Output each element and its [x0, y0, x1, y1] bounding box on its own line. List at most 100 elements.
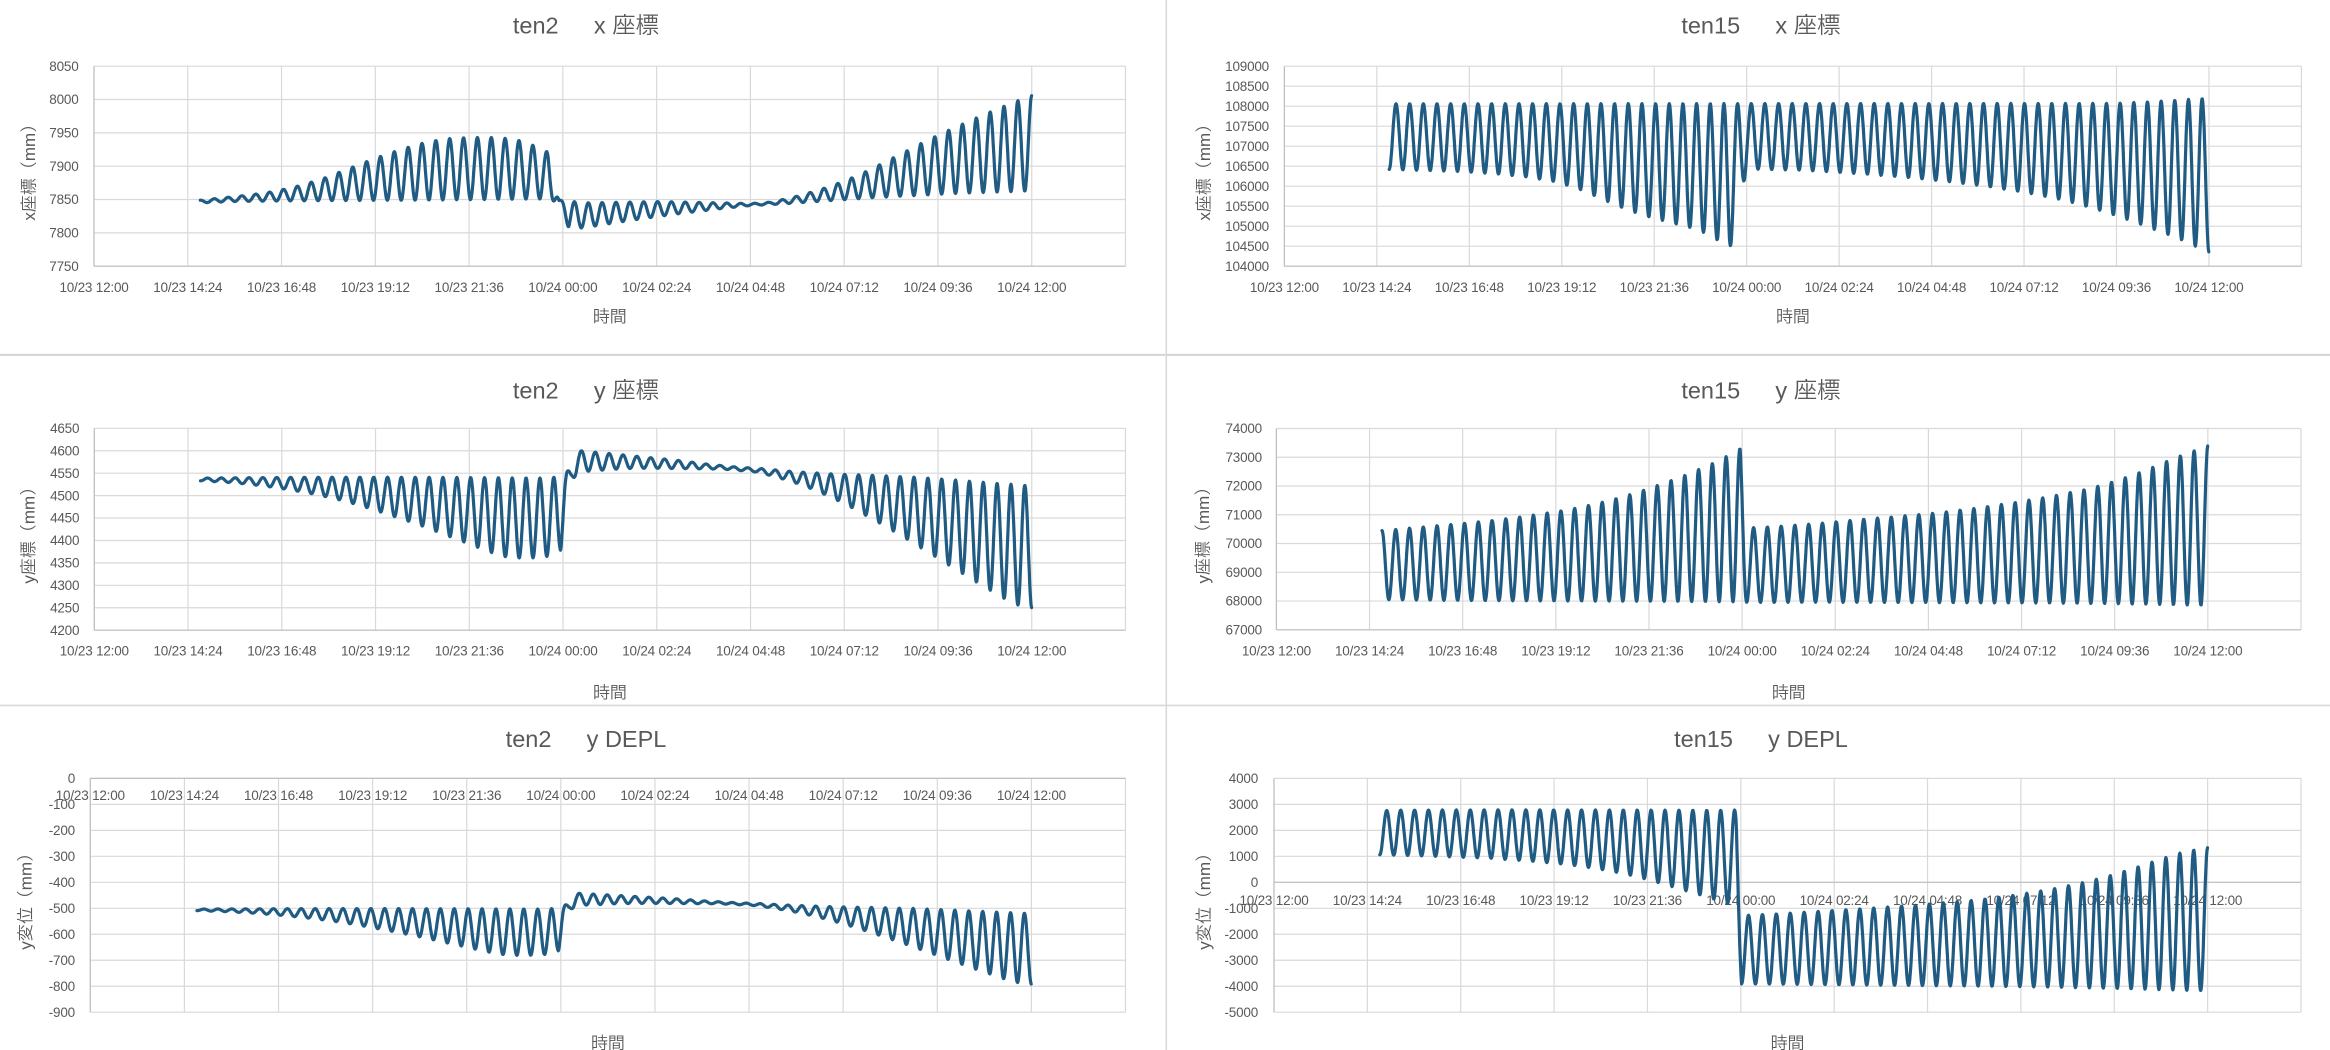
svg-text:10/23 14:24: 10/23 14:24 — [1335, 644, 1405, 659]
svg-text:10/23 12:00: 10/23 12:00 — [1242, 644, 1311, 659]
svg-text:10/24 07:12: 10/24 07:12 — [1989, 280, 2058, 295]
svg-text:4600: 4600 — [50, 443, 79, 458]
svg-text:10/24 00:00: 10/24 00:00 — [1706, 893, 1775, 908]
svg-text:10/24 07:12: 10/24 07:12 — [810, 280, 879, 295]
svg-text:-4000: -4000 — [1224, 979, 1258, 994]
svg-text:10/24 02:24: 10/24 02:24 — [1801, 644, 1871, 659]
svg-text:104000: 104000 — [1225, 259, 1269, 274]
svg-text:70000: 70000 — [1225, 536, 1262, 551]
svg-text:4000: 4000 — [1229, 771, 1258, 786]
svg-text:10/24 09:36: 10/24 09:36 — [2082, 280, 2151, 295]
svg-text:-900: -900 — [49, 1005, 75, 1020]
svg-text:10/24 09:36: 10/24 09:36 — [903, 280, 972, 295]
svg-text:4550: 4550 — [50, 466, 79, 481]
svg-text:69000: 69000 — [1225, 565, 1262, 580]
svg-text:ten2 y DEPL: ten2 y DEPL — [506, 726, 667, 752]
svg-text:108000: 108000 — [1225, 99, 1269, 114]
svg-text:10/23 21:36: 10/23 21:36 — [1613, 893, 1682, 908]
svg-text:10/23 21:36: 10/23 21:36 — [435, 644, 504, 659]
svg-text:2000: 2000 — [1229, 823, 1258, 838]
svg-text:y変位（mm）: y変位（mm） — [1195, 845, 1214, 950]
svg-text:10/23 19:12: 10/23 19:12 — [341, 644, 410, 659]
svg-text:y変位（mm）: y変位（mm） — [16, 845, 35, 950]
svg-text:72000: 72000 — [1225, 479, 1262, 494]
svg-text:10/23 19:12: 10/23 19:12 — [341, 280, 410, 295]
svg-text:10/24 04:48: 10/24 04:48 — [714, 788, 783, 803]
svg-text:10/23 14:24: 10/23 14:24 — [153, 280, 223, 295]
svg-text:10/23 16:48: 10/23 16:48 — [247, 644, 316, 659]
svg-text:106500: 106500 — [1225, 159, 1269, 174]
svg-text:10/23 19:12: 10/23 19:12 — [338, 788, 407, 803]
svg-text:4350: 4350 — [50, 556, 79, 571]
svg-text:10/24 12:00: 10/24 12:00 — [997, 788, 1066, 803]
svg-text:10/24 00:00: 10/24 00:00 — [528, 644, 597, 659]
svg-text:10/24 07:12: 10/24 07:12 — [1987, 644, 2056, 659]
svg-text:時間: 時間 — [593, 307, 627, 326]
svg-text:10/23 16:48: 10/23 16:48 — [1435, 280, 1504, 295]
svg-text:10/23 12:00: 10/23 12:00 — [1250, 280, 1319, 295]
svg-text:10/23 21:36: 10/23 21:36 — [1620, 280, 1689, 295]
svg-text:74000: 74000 — [1225, 421, 1262, 436]
svg-text:10/24 12:00: 10/24 12:00 — [2174, 280, 2243, 295]
svg-text:4500: 4500 — [50, 488, 79, 503]
svg-text:4300: 4300 — [50, 578, 79, 593]
svg-text:1000: 1000 — [1229, 849, 1258, 864]
svg-text:y座標（mm）: y座標（mm） — [19, 479, 38, 584]
svg-text:10/24 02:24: 10/24 02:24 — [1800, 893, 1870, 908]
svg-text:時間: 時間 — [1771, 1034, 1805, 1050]
svg-text:10/24 09:36: 10/24 09:36 — [2080, 893, 2149, 908]
svg-text:108500: 108500 — [1225, 79, 1269, 94]
svg-text:7850: 7850 — [49, 192, 78, 207]
svg-text:10/24 02:24: 10/24 02:24 — [622, 644, 692, 659]
svg-text:-400: -400 — [49, 875, 75, 890]
svg-text:-100: -100 — [49, 797, 75, 812]
svg-text:-500: -500 — [49, 901, 75, 916]
svg-text:10/24 00:00: 10/24 00:00 — [526, 788, 595, 803]
svg-text:時間: 時間 — [593, 683, 627, 702]
svg-text:-300: -300 — [49, 849, 75, 864]
svg-text:73000: 73000 — [1225, 450, 1262, 465]
svg-text:4650: 4650 — [50, 421, 79, 436]
svg-text:10/24 09:36: 10/24 09:36 — [903, 788, 972, 803]
svg-text:107500: 107500 — [1225, 119, 1269, 134]
svg-text:ten15 x 座標: ten15 x 座標 — [1681, 13, 1840, 39]
svg-text:10/23 14:24: 10/23 14:24 — [150, 788, 220, 803]
svg-text:10/23 21:36: 10/23 21:36 — [432, 788, 501, 803]
svg-text:10/23 16:48: 10/23 16:48 — [244, 788, 313, 803]
svg-text:10/24 12:00: 10/24 12:00 — [997, 280, 1066, 295]
svg-text:10/23 14:24: 10/23 14:24 — [153, 644, 223, 659]
svg-text:-1000: -1000 — [1224, 901, 1258, 916]
svg-text:104500: 104500 — [1225, 239, 1269, 254]
svg-text:10/24 04:48: 10/24 04:48 — [1894, 644, 1963, 659]
svg-text:10/24 04:48: 10/24 04:48 — [716, 644, 785, 659]
svg-text:10/24 07:12: 10/24 07:12 — [809, 788, 878, 803]
svg-text:-2000: -2000 — [1224, 927, 1258, 942]
svg-text:10/24 00:00: 10/24 00:00 — [1712, 280, 1781, 295]
svg-text:10/24 09:36: 10/24 09:36 — [903, 644, 972, 659]
svg-text:0: 0 — [1251, 875, 1258, 890]
svg-text:107000: 107000 — [1225, 139, 1269, 154]
svg-text:ten15 y DEPL: ten15 y DEPL — [1674, 726, 1848, 752]
svg-text:10/24 04:48: 10/24 04:48 — [716, 280, 785, 295]
svg-text:7800: 7800 — [49, 226, 78, 241]
svg-text:109000: 109000 — [1225, 59, 1269, 74]
svg-text:8050: 8050 — [49, 59, 78, 74]
svg-text:10/24 00:00: 10/24 00:00 — [528, 280, 597, 295]
svg-text:-700: -700 — [49, 953, 75, 968]
svg-text:10/24 02:24: 10/24 02:24 — [1805, 280, 1875, 295]
svg-text:10/23 12:00: 10/23 12:00 — [56, 788, 125, 803]
svg-text:10/24 00:00: 10/24 00:00 — [1708, 644, 1777, 659]
svg-text:ten2 x 座標: ten2 x 座標 — [513, 13, 659, 39]
svg-text:10/23 16:48: 10/23 16:48 — [1428, 644, 1497, 659]
svg-text:7750: 7750 — [49, 259, 78, 274]
svg-text:-600: -600 — [49, 927, 75, 942]
svg-text:10/24 12:00: 10/24 12:00 — [2173, 644, 2242, 659]
svg-text:106000: 106000 — [1225, 179, 1269, 194]
svg-text:ten2 y 座標: ten2 y 座標 — [513, 378, 659, 404]
svg-text:7900: 7900 — [49, 159, 78, 174]
svg-text:67000: 67000 — [1225, 623, 1262, 638]
svg-text:x座標（mm）: x座標（mm） — [1195, 116, 1214, 221]
svg-text:10/23 16:48: 10/23 16:48 — [1426, 893, 1495, 908]
svg-text:10/23 19:12: 10/23 19:12 — [1527, 280, 1596, 295]
svg-text:10/24 04:48: 10/24 04:48 — [1897, 280, 1966, 295]
